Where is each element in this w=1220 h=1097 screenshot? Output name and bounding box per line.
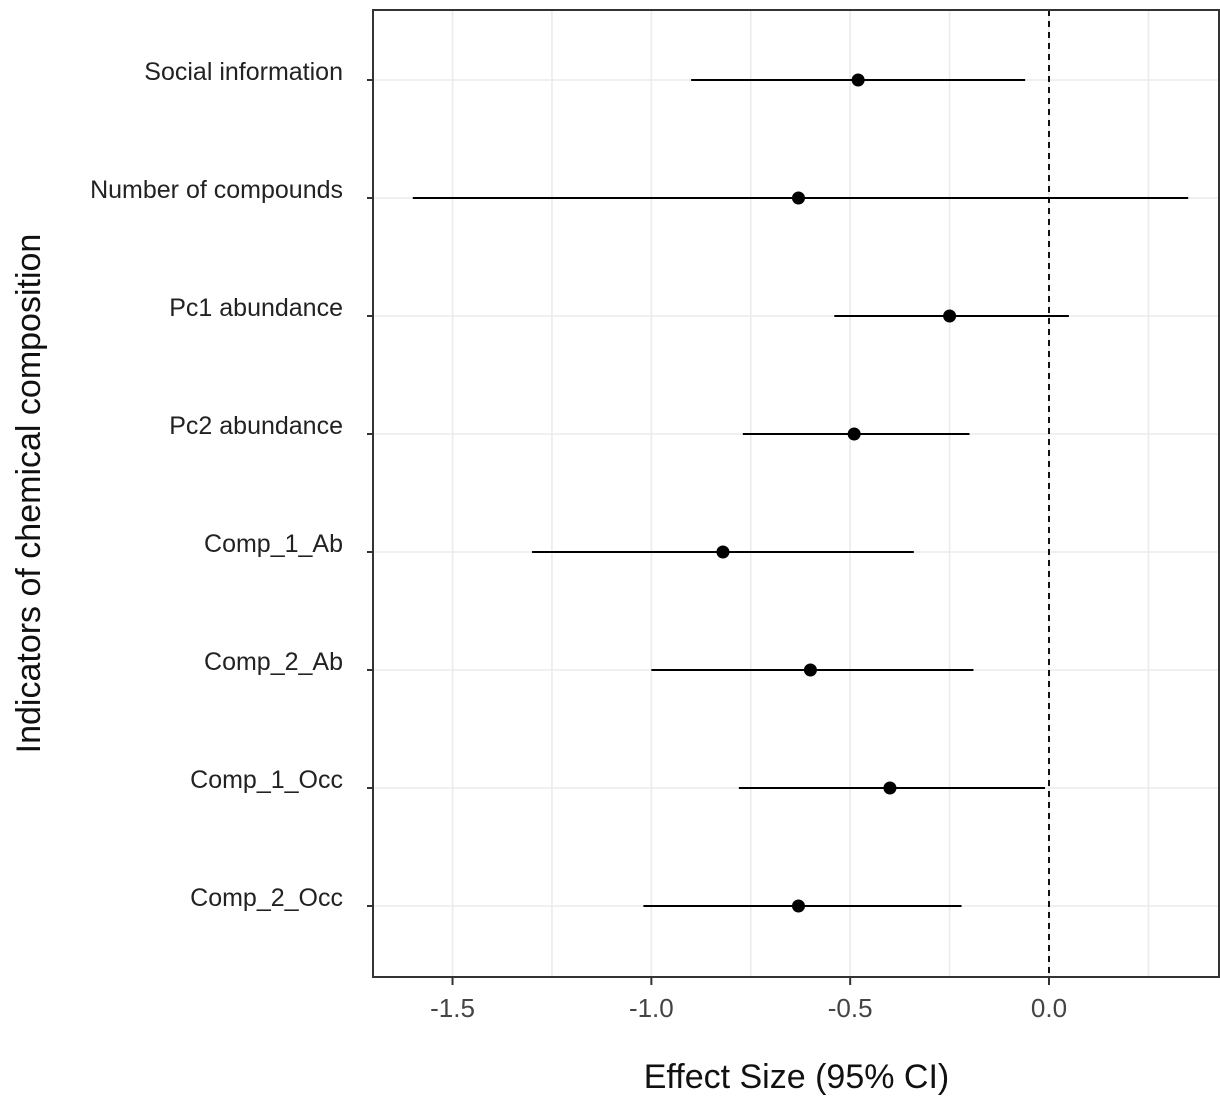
x-axis-title: Effect Size (95% CI) [644, 1058, 950, 1096]
y-axis-ticks: Social information Number of compounds Pc1… [90, 58, 373, 912]
y-tick-label: Number of compounds [90, 176, 343, 204]
y-tick-label: Comp_2_Occ [190, 884, 343, 912]
y-tick-label: Pc1 abundance [169, 294, 343, 322]
y-tick-label: Comp_1_Ab [204, 530, 343, 558]
y-axis-title: Indicators of chemical composition [10, 234, 48, 754]
y-tick-label: Social information [144, 58, 343, 86]
point-estimate [716, 545, 730, 559]
point-estimate [851, 73, 865, 87]
data-marks [412, 73, 1189, 913]
vertical-gridlines [451, 10, 1150, 977]
point-estimate [943, 309, 957, 323]
x-tick-label: -1.0 [629, 993, 674, 1023]
y-tick-label: Pc2 abundance [169, 412, 343, 440]
point-estimate [791, 899, 805, 913]
x-tick-label: -1.5 [430, 993, 475, 1023]
x-tick-label: -0.5 [828, 993, 873, 1023]
y-tick-label: Comp_2_Ab [204, 648, 343, 676]
plot-panel-border [372, 9, 1220, 978]
point-estimate [791, 191, 805, 205]
point-estimate [883, 781, 897, 795]
y-tick-label: Comp_1_Occ [190, 766, 343, 794]
point-estimate [803, 663, 817, 677]
x-tick-label: 0.0 [1031, 993, 1067, 1023]
x-axis-ticks: -1.5 -1.0 -0.5 0.0 [430, 977, 1067, 1023]
point-estimate [847, 427, 861, 441]
